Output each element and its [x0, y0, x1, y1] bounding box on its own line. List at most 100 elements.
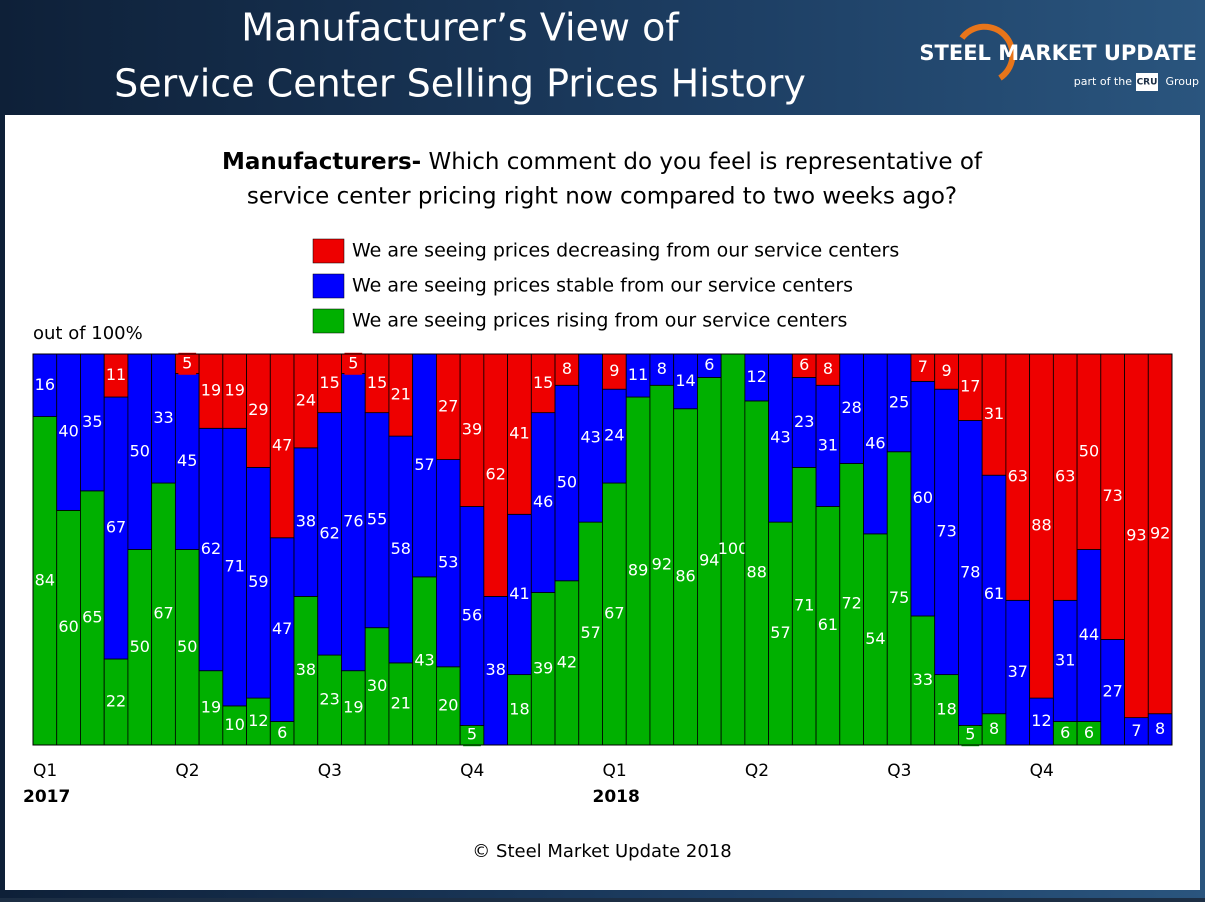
logo-box-text: CRU — [1137, 78, 1158, 88]
legend-label: We are seeing prices decreasing from our… — [352, 240, 899, 262]
value-label: 39 — [533, 658, 553, 677]
value-label: 16 — [35, 375, 55, 394]
value-label: 62 — [319, 523, 339, 542]
value-label: 50 — [557, 473, 577, 492]
value-label: 29 — [248, 400, 268, 419]
value-label: 88 — [1031, 516, 1051, 535]
value-label: 31 — [984, 404, 1004, 423]
x-tick-label: Q1 — [33, 761, 57, 781]
value-label: 43 — [414, 650, 434, 669]
value-label: 50 — [130, 441, 150, 460]
value-label: 84 — [35, 570, 55, 589]
question: service center pricing right now compare… — [247, 184, 957, 210]
value-label: 23 — [319, 690, 339, 709]
value-label: 11 — [628, 365, 648, 384]
value-label: 47 — [272, 619, 292, 638]
value-label: 8 — [989, 719, 999, 738]
value-label: 44 — [1079, 625, 1099, 644]
value-label: 57 — [770, 623, 790, 642]
value-label: 60 — [58, 617, 78, 636]
value-label: 35 — [82, 412, 102, 431]
x-tick-label: Q4 — [1030, 761, 1054, 781]
value-label: 78 — [960, 562, 980, 581]
logo-arc — [959, 23, 1016, 81]
logo-box — [1136, 73, 1158, 91]
title-line: Manufacturer’s View of — [241, 6, 680, 50]
value-label: 27 — [1102, 682, 1122, 701]
value-label: 27 — [438, 396, 458, 415]
legend-swatch — [312, 308, 345, 334]
value-label: 21 — [391, 693, 411, 712]
logo-name: STEEL MARKET UPDATE — [919, 41, 1197, 65]
value-label: 6 — [1060, 723, 1070, 742]
value-label: 15 — [533, 373, 553, 392]
value-label: 18 — [936, 699, 956, 718]
value-label: 93 — [1126, 525, 1146, 544]
value-label: 6 — [799, 355, 809, 374]
value-label: 6 — [277, 723, 287, 742]
value-label: 8 — [657, 359, 667, 378]
value-label: 67 — [604, 604, 624, 623]
value-label: 50 — [177, 637, 197, 656]
value-label: 45 — [177, 451, 197, 470]
value-label: 40 — [58, 422, 78, 441]
value-label: 5 — [182, 353, 192, 372]
label-box — [700, 354, 719, 377]
value-label: 59 — [248, 572, 268, 591]
legend-swatch — [312, 273, 345, 299]
value-label: 12 — [248, 711, 268, 730]
value-label: 43 — [580, 428, 600, 447]
x-tick-label: Q2 — [175, 761, 199, 781]
value-label: 41 — [509, 584, 529, 603]
question: Manufacturers- Which comment do you feel… — [222, 149, 983, 175]
value-label: 58 — [391, 539, 411, 558]
value-label: 50 — [130, 637, 150, 656]
value-label: 19 — [201, 381, 221, 400]
value-label: 9 — [941, 361, 951, 380]
x-tick-label: Q3 — [318, 761, 342, 781]
value-label: 71 — [794, 596, 814, 615]
value-label: 42 — [557, 652, 577, 671]
value-label: 24 — [604, 426, 624, 445]
value-label: 8 — [823, 359, 833, 378]
value-label: 8 — [562, 359, 572, 378]
value-label: 5 — [467, 725, 477, 744]
x-tick-label: Q4 — [460, 761, 484, 781]
value-label: 63 — [1055, 467, 1075, 486]
title-line: Service Center Selling Prices History — [114, 62, 806, 106]
value-label: 46 — [533, 492, 553, 511]
question-rest: Which comment do you feel is representat… — [429, 149, 983, 175]
value-label: 54 — [865, 629, 885, 648]
value-label: 23 — [794, 412, 814, 431]
label-box — [273, 722, 292, 745]
value-label: 6 — [704, 355, 714, 374]
legend-swatch — [312, 238, 345, 264]
value-label: 30 — [367, 676, 387, 695]
value-label: 10 — [225, 715, 245, 734]
label-box — [344, 352, 363, 375]
value-label: 62 — [486, 465, 506, 484]
value-label: 62 — [201, 539, 221, 558]
value-label: 55 — [367, 510, 387, 529]
label-box — [1056, 722, 1075, 745]
value-label: 61 — [984, 584, 1004, 603]
question-bold: Manufacturers- — [222, 149, 421, 175]
value-label: 19 — [343, 697, 363, 716]
value-label: 15 — [319, 373, 339, 392]
value-label: 53 — [438, 553, 458, 572]
value-label: 76 — [343, 512, 363, 531]
value-label: 19 — [201, 697, 221, 716]
value-label: 28 — [841, 398, 861, 417]
value-label: 21 — [391, 385, 411, 404]
value-label: 9 — [609, 361, 619, 380]
value-label: 67 — [106, 517, 126, 536]
value-label: 31 — [818, 435, 838, 454]
value-label: 25 — [889, 392, 909, 411]
plot: We are seeing prices decreasing from our… — [23, 238, 1173, 807]
value-label: 60 — [913, 488, 933, 507]
value-label: 7 — [918, 357, 928, 376]
value-label: 63 — [1008, 467, 1028, 486]
label-box — [961, 724, 980, 747]
value-label: 7 — [1131, 721, 1141, 740]
